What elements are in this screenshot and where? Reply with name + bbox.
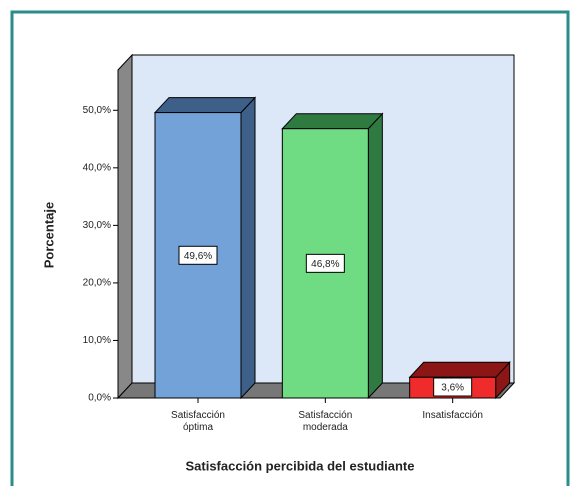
bar	[153, 96, 257, 400]
y-tick-label: 10,0%	[83, 335, 111, 346]
bar-top	[408, 361, 511, 378]
y-tick-label: 0,0%	[88, 393, 111, 404]
x-tick-label: Insatisfacción	[422, 410, 483, 421]
bar-side	[367, 112, 383, 400]
y-tick-label: 40,0%	[83, 162, 111, 173]
left-wall	[117, 53, 133, 400]
value-label-box	[433, 377, 473, 397]
bar-side	[240, 96, 256, 400]
bar	[408, 361, 511, 400]
value-label: 46,8%	[311, 259, 339, 270]
y-tick-label: 30,0%	[83, 220, 111, 231]
x-axis-title: Satisfacción percibida del estudiante	[185, 458, 414, 473]
value-label: 3,6%	[441, 383, 464, 394]
y-axis-title: Porcentaje	[41, 202, 56, 268]
value-label-box	[305, 253, 345, 273]
bar-top	[153, 97, 257, 114]
value-label: 49,6%	[184, 251, 212, 262]
x-tick-label: Satisfacción óptima	[171, 410, 225, 433]
x-tick-label: Satisfacción moderada	[298, 410, 353, 433]
value-label-box	[178, 245, 218, 265]
bar-top	[281, 113, 384, 130]
y-tick-label: 20,0%	[83, 278, 111, 289]
y-tick-label: 50,0%	[83, 105, 111, 116]
